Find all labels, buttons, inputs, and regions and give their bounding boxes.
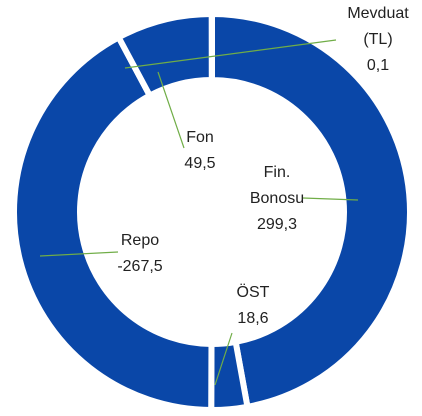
data-label: Fon 49,5 bbox=[175, 125, 225, 177]
leader-line bbox=[124, 39, 337, 69]
value-label: -267,5 bbox=[117, 258, 163, 275]
value-label: 49,5 bbox=[184, 155, 216, 172]
slices bbox=[11, 10, 413, 414]
value-label: 299,3 bbox=[256, 216, 298, 233]
category-label: ÖST bbox=[236, 284, 270, 301]
leader-line bbox=[39, 251, 119, 257]
data-label: ÖST 18,6 bbox=[228, 280, 278, 332]
data-label: Fin. Bonosu 299,3 bbox=[237, 160, 317, 238]
leader-line bbox=[214, 332, 233, 386]
data-label: Mevduat (TL) 0,1 bbox=[338, 1, 418, 79]
category-label: Fin. Bonosu bbox=[249, 164, 305, 207]
donut-slice bbox=[209, 10, 413, 411]
category-label: Repo bbox=[120, 232, 160, 249]
value-label: 0,1 bbox=[366, 57, 390, 74]
category-label: Fon bbox=[186, 129, 214, 146]
category-label: Mevduat (TL) bbox=[347, 5, 409, 48]
leader-lines bbox=[39, 39, 359, 386]
data-label: Repo -267,5 bbox=[110, 228, 170, 280]
donut-slice bbox=[11, 33, 215, 414]
leader-line bbox=[157, 71, 185, 149]
leader-line bbox=[302, 197, 359, 201]
value-label: 18,6 bbox=[237, 310, 269, 327]
